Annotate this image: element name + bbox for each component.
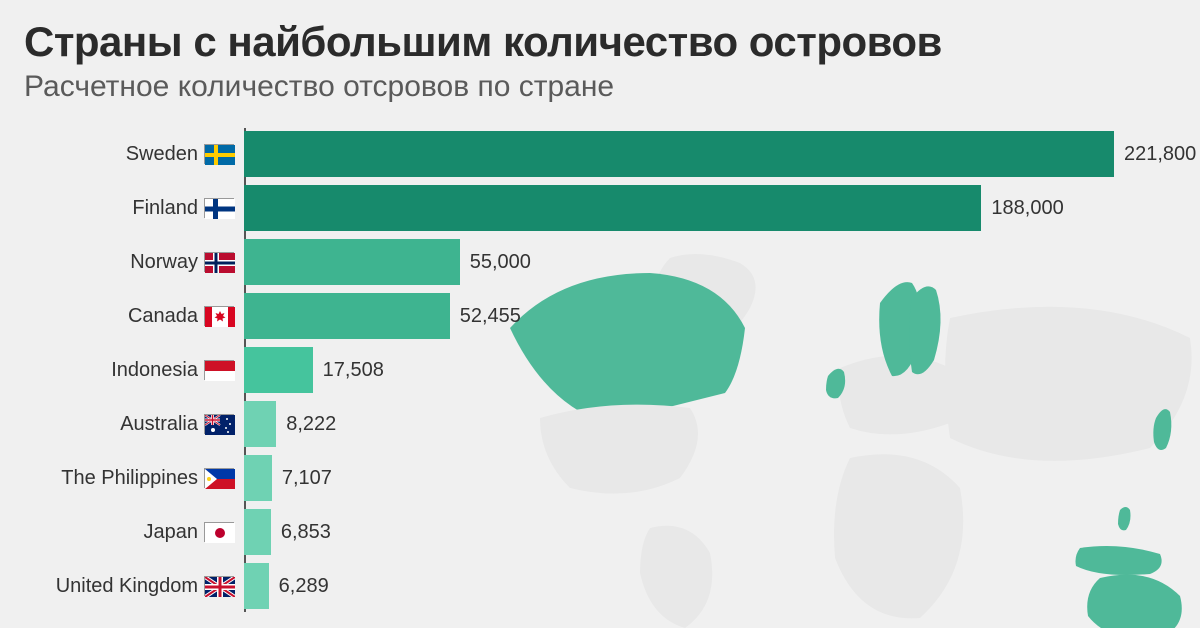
- table-row: Indonesia 17,508: [24, 344, 1176, 396]
- japan-flag-icon: [204, 522, 234, 542]
- value-label: 6,289: [279, 575, 329, 598]
- bar-chart: Sweden221,800 Finland 188,000 Norway 55,000 C…: [24, 128, 1176, 612]
- table-row: United Kingdom 6,289: [24, 560, 1176, 612]
- value-label: 188,000: [991, 197, 1063, 220]
- page-subtitle: Расчетное количество отсровов по стране: [24, 70, 1176, 104]
- finland-flag-icon: [204, 198, 234, 218]
- bar-wrap: 188,000: [244, 182, 1176, 234]
- table-row: Finland 188,000: [24, 182, 1176, 234]
- country-label: Indonesia: [24, 359, 204, 382]
- value-label: 8,222: [286, 413, 336, 436]
- bar: [244, 347, 313, 393]
- bar: [244, 401, 276, 447]
- bar-wrap: 6,853: [244, 506, 1176, 558]
- bar: [244, 563, 269, 609]
- country-label: Japan: [24, 521, 204, 544]
- bar-wrap: 52,455: [244, 290, 1176, 342]
- uk-flag-icon: [204, 576, 234, 596]
- table-row: Norway 55,000: [24, 236, 1176, 288]
- country-label: Australia: [24, 413, 204, 436]
- page-title: Страны с найбольшим количество островов: [24, 18, 1176, 66]
- value-label: 221,800: [1124, 143, 1196, 166]
- country-label: Sweden: [24, 143, 204, 166]
- country-label: United Kingdom: [24, 575, 204, 598]
- country-label: Norway: [24, 251, 204, 274]
- chart-container: Страны с найбольшим количество островов …: [0, 0, 1200, 628]
- sweden-flag-icon: [204, 144, 234, 164]
- table-row: Canada 52,455: [24, 290, 1176, 342]
- table-row: Australia 8,222: [24, 398, 1176, 450]
- country-label: Finland: [24, 197, 204, 220]
- country-label: Canada: [24, 305, 204, 328]
- bar-wrap: 6,289: [244, 560, 1176, 612]
- bar-wrap: 221,800: [244, 128, 1196, 180]
- value-label: 55,000: [470, 251, 531, 274]
- value-label: 7,107: [282, 467, 332, 490]
- table-row: Japan 6,853: [24, 506, 1176, 558]
- table-row: The Philippines 7,107: [24, 452, 1176, 504]
- bar-wrap: 17,508: [244, 344, 1176, 396]
- canada-flag-icon: [204, 306, 234, 326]
- bar: [244, 185, 981, 231]
- indonesia-flag-icon: [204, 360, 234, 380]
- table-row: Sweden221,800: [24, 128, 1176, 180]
- bar: [244, 131, 1114, 177]
- bar-wrap: 7,107: [244, 452, 1176, 504]
- bar: [244, 455, 272, 501]
- bar: [244, 293, 450, 339]
- bar: [244, 239, 460, 285]
- value-label: 52,455: [460, 305, 521, 328]
- value-label: 17,508: [323, 359, 384, 382]
- philippines-flag-icon: [204, 468, 234, 488]
- norway-flag-icon: [204, 252, 234, 272]
- bar-wrap: 55,000: [244, 236, 1176, 288]
- country-label: The Philippines: [24, 467, 204, 490]
- bar-wrap: 8,222: [244, 398, 1176, 450]
- bar: [244, 509, 271, 555]
- value-label: 6,853: [281, 521, 331, 544]
- australia-flag-icon: [204, 414, 234, 434]
